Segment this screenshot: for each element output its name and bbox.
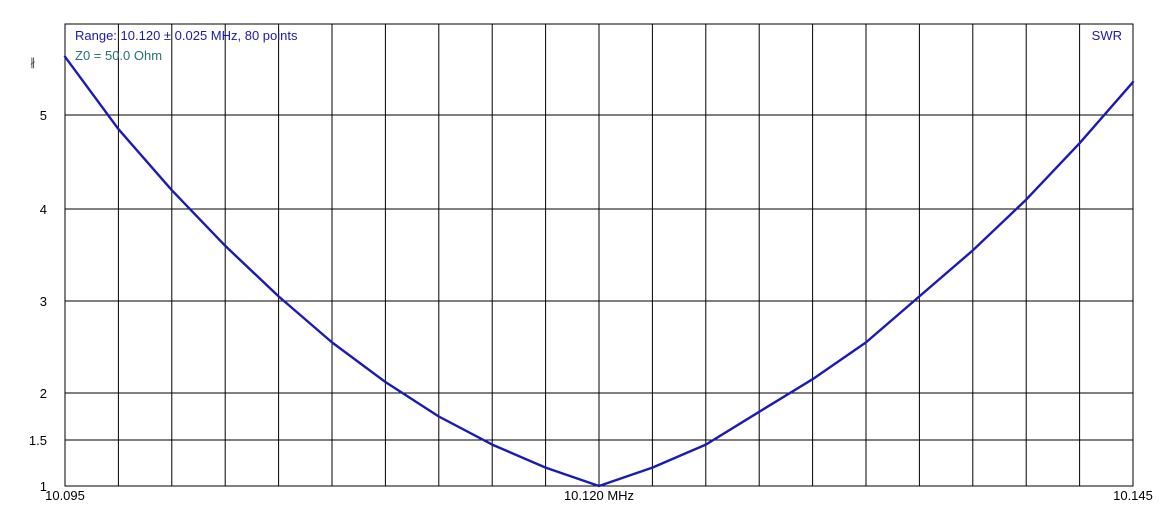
series-line-swr: [63, 55, 1135, 488]
y-tick-label: 5: [40, 108, 47, 123]
y-axis-tick-labels: 1 1.5 2 3 4 5: [29, 108, 47, 494]
y-tick-label: 1: [40, 479, 47, 494]
y-tick-label: 2: [40, 386, 47, 401]
x-tick-label: 10.120 MHz: [564, 488, 634, 503]
y-tick-label: 4: [40, 202, 47, 217]
vertical-gridlines: [117, 24, 1081, 486]
y-tick-label: 1.5: [29, 433, 47, 448]
x-tick-label: 10.095: [45, 488, 85, 503]
corner-mark: ∦: [30, 56, 36, 69]
y-tick-label: 3: [40, 294, 47, 309]
range-label: Range: 10.120 ± 0.025 MHz, 80 points: [75, 28, 298, 43]
legend-label-swr: SWR: [1092, 28, 1122, 43]
horizontal-gridlines: [65, 114, 1133, 441]
z0-label: Z0 = 50.0 Ohm: [75, 48, 162, 63]
x-axis-tick-labels: 10.095 10.120 MHz 10.145: [45, 488, 1153, 503]
x-tick-label: 10.145: [1113, 488, 1153, 503]
